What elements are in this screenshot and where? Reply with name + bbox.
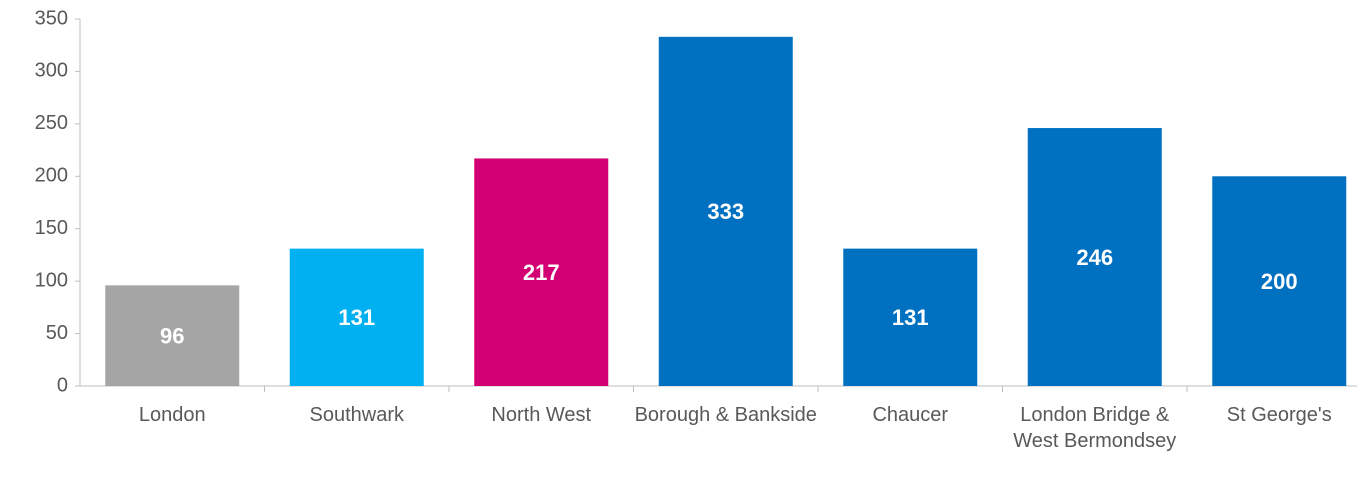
- y-tick-label: 50: [46, 322, 68, 344]
- bar: [843, 248, 978, 386]
- x-tick-label: St George's: [1226, 404, 1332, 426]
- bar: [474, 158, 609, 386]
- data-label: 200: [1261, 269, 1298, 294]
- x-tick-label: London: [138, 404, 206, 426]
- y-tick-label: 100: [35, 269, 68, 291]
- y-tick-label: 200: [35, 165, 68, 187]
- data-label: 246: [1076, 245, 1113, 270]
- data-label: 333: [707, 199, 744, 224]
- data-label: 96: [160, 323, 184, 348]
- y-tick-label: 150: [35, 217, 68, 239]
- x-tick-label: Chaucer: [872, 404, 949, 426]
- x-tick-label: London Bridge & West Bermondsey: [1013, 404, 1177, 452]
- data-label: 217: [523, 260, 560, 285]
- bar: [105, 285, 240, 386]
- y-tick-label: 350: [35, 7, 68, 29]
- bar: [658, 36, 793, 386]
- data-label: 131: [338, 305, 375, 330]
- bar: [1027, 128, 1162, 386]
- data-label: 131: [892, 305, 929, 330]
- y-tick-label: 300: [35, 60, 68, 82]
- bar: [289, 248, 424, 386]
- x-tick-label: Southwark: [309, 404, 405, 426]
- y-tick-label: 250: [35, 112, 68, 134]
- x-tick-label: North West: [491, 404, 592, 426]
- x-tick-label: Borough & Bankside: [634, 404, 817, 426]
- y-tick-label: 0: [57, 374, 68, 396]
- bar: [1212, 176, 1347, 386]
